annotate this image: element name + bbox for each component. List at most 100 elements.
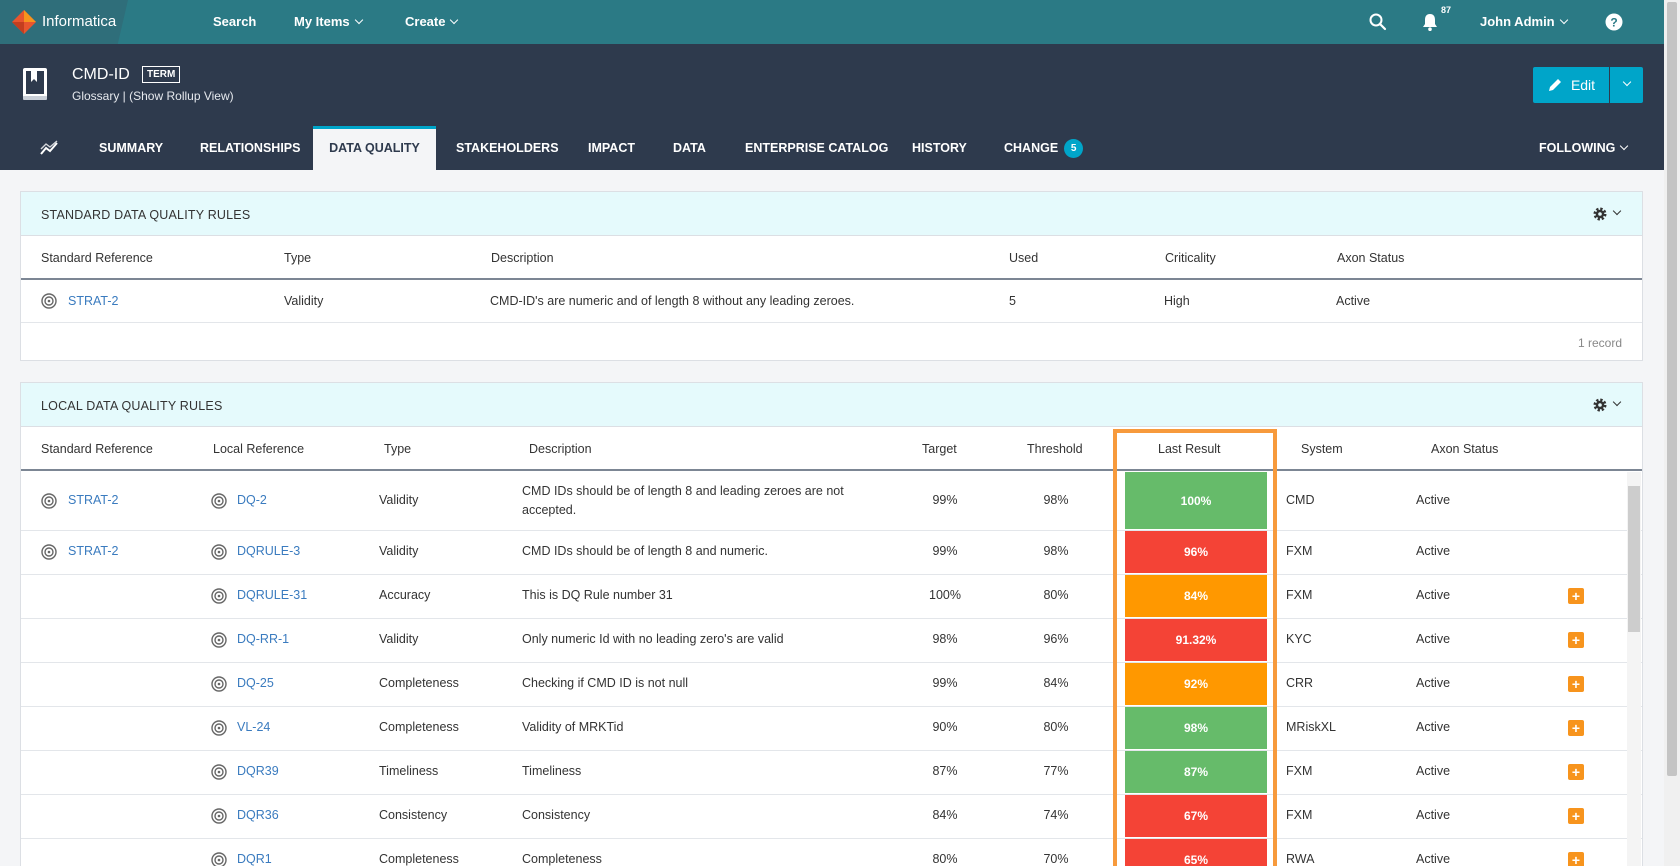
user-menu[interactable]: John Admin (1480, 14, 1568, 29)
tab-data[interactable]: DATA (673, 141, 706, 155)
local-reference-link[interactable]: DQRULE-3 (237, 544, 301, 558)
add-icon[interactable]: + (1568, 588, 1584, 604)
type-cell: Timeliness (379, 764, 439, 778)
column-header[interactable]: Threshold (1027, 442, 1083, 456)
term-subtitle[interactable]: Glossary | (Show Rollup View) (72, 89, 234, 103)
table-scrollbar-thumb[interactable] (1628, 486, 1640, 632)
target-icon (41, 293, 57, 309)
standard-reference-link[interactable]: STRAT-2 (68, 294, 119, 308)
system-cell: FXM (1286, 764, 1313, 778)
header-divider (21, 278, 1642, 280)
edit-button-label: Edit (1570, 77, 1596, 93)
last-result-cell[interactable]: 100% (1125, 472, 1267, 529)
chevron-down-icon (1620, 141, 1629, 151)
standard-dq-rules-panel: STANDARD DATA QUALITY RULES Standard Ref… (20, 191, 1643, 361)
last-result-cell[interactable]: 92% (1125, 663, 1267, 705)
last-result-cell[interactable]: 91.32% (1125, 619, 1267, 661)
tab-data-quality[interactable]: DATA QUALITY (313, 126, 436, 170)
add-icon[interactable]: + (1568, 852, 1584, 866)
add-icon[interactable]: + (1568, 632, 1584, 648)
column-header[interactable]: Standard Reference (41, 442, 153, 456)
column-header[interactable]: Axon Status (1337, 251, 1405, 265)
row-divider (21, 662, 1642, 663)
svg-text:?: ? (1610, 16, 1617, 30)
column-header[interactable]: Axon Status (1431, 442, 1499, 456)
column-header[interactable]: Standard Reference (41, 251, 153, 265)
following-menu[interactable]: FOLLOWING (1539, 126, 1629, 170)
column-header[interactable]: Type (284, 251, 312, 265)
column-header[interactable]: Description (491, 251, 554, 265)
threshold-cell: 98% (1043, 492, 1069, 507)
column-header[interactable]: Target (922, 442, 957, 456)
description-cell: CMD IDs should be of length 8 and leadin… (522, 483, 844, 498)
tab-stakeholders[interactable]: STAKEHOLDERS (456, 141, 559, 155)
target-icon (211, 852, 227, 866)
tab-summary[interactable]: SUMMARY (99, 141, 164, 155)
last-result-cell[interactable]: 84% (1125, 575, 1267, 617)
type-cell: Completeness (379, 676, 459, 690)
tab-enterprise-catalog[interactable]: ENTERPRISE CATALOG (745, 141, 889, 155)
last-result-cell[interactable]: 87% (1125, 751, 1267, 793)
chevron-down-icon (354, 15, 363, 25)
system-cell: FXM (1286, 588, 1313, 602)
last-result-cell[interactable]: 65% (1125, 839, 1267, 866)
edit-dropdown-button[interactable] (1610, 67, 1643, 103)
nav-my-items[interactable]: My Items (294, 14, 363, 29)
help-icon[interactable]: ? (1604, 12, 1624, 32)
add-icon[interactable]: + (1568, 720, 1584, 736)
local-reference-link[interactable]: DQ-2 (237, 492, 267, 507)
page-scrollbar-thumb[interactable] (1667, 2, 1677, 776)
local-reference-link[interactable]: DQR39 (237, 764, 279, 778)
standard-reference-link[interactable]: STRAT-2 (68, 544, 119, 558)
edit-button[interactable]: Edit (1533, 67, 1609, 103)
local-dq-rules-panel: LOCAL DATA QUALITY RULES Standard Refere… (20, 382, 1643, 866)
row-divider (21, 618, 1642, 619)
status-cell: Active (1416, 676, 1451, 690)
type-cell: Completeness (379, 852, 459, 866)
local-reference-link[interactable]: DQRULE-31 (237, 588, 308, 602)
column-header[interactable]: Criticality (1165, 251, 1216, 265)
bell-icon[interactable] (1420, 12, 1440, 32)
threshold-cell: 80% (1043, 720, 1069, 734)
standard-reference-link[interactable]: STRAT-2 (68, 492, 119, 507)
last-result-cell[interactable]: 98% (1125, 707, 1267, 749)
target-icon (41, 492, 57, 509)
column-header[interactable]: Description (529, 442, 592, 456)
last-result-cell[interactable]: 67% (1125, 795, 1267, 837)
column-header[interactable]: Used (1009, 251, 1039, 265)
standard-settings-menu[interactable] (1592, 206, 1622, 222)
page-scrollbar[interactable] (1664, 0, 1680, 866)
tab-history[interactable]: HISTORY (912, 141, 967, 155)
trend-icon[interactable] (40, 140, 58, 156)
local-settings-menu[interactable] (1592, 397, 1622, 413)
local-reference-link[interactable]: DQR36 (237, 808, 279, 822)
local-reference-link[interactable]: DQR1 (237, 852, 272, 866)
top-navigation-bar: Informatica Search My Items Create 87 Jo… (0, 0, 1664, 44)
column-header[interactable]: Type (384, 442, 412, 456)
table-scrollbar[interactable] (1627, 472, 1641, 866)
add-icon[interactable]: + (1568, 676, 1584, 692)
search-icon[interactable] (1368, 12, 1388, 32)
local-reference-link[interactable]: DQ-25 (237, 676, 274, 690)
logo-area[interactable]: Informatica (0, 0, 128, 44)
add-icon[interactable]: + (1568, 764, 1584, 780)
tab-impact[interactable]: IMPACT (588, 141, 635, 155)
target-cell: 99% (932, 492, 958, 507)
type-cell: Validity (284, 294, 324, 308)
tab-relationships[interactable]: RELATIONSHIPS (200, 141, 301, 155)
tab-change[interactable]: CHANGE 5 (1004, 126, 1084, 170)
last-result-cell[interactable]: 96% (1125, 531, 1267, 573)
target-icon (41, 544, 57, 560)
column-header[interactable]: Last Result (1158, 442, 1221, 456)
nav-create[interactable]: Create (405, 14, 459, 29)
system-cell: FXM (1286, 544, 1313, 558)
user-name: John Admin (1480, 14, 1555, 29)
nav-search[interactable]: Search (213, 14, 257, 29)
add-icon[interactable]: + (1568, 808, 1584, 824)
local-reference-link[interactable]: VL-24 (237, 720, 271, 734)
column-header[interactable]: Local Reference (213, 442, 305, 456)
target-cell: 98% (932, 632, 958, 646)
column-header[interactable]: System (1301, 442, 1343, 456)
local-reference-link[interactable]: DQ-RR-1 (237, 632, 290, 646)
target-cell: 99% (932, 544, 958, 558)
